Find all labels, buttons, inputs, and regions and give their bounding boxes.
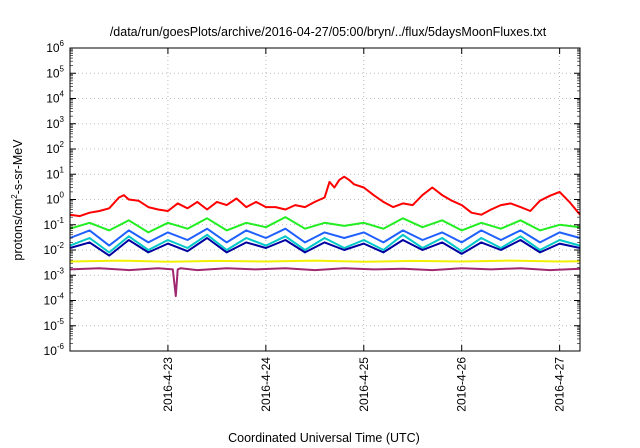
y-tick-label: 10-4	[44, 292, 65, 308]
y-tick-label-exp: 0	[60, 191, 65, 200]
axes	[69, 47, 581, 352]
y-tick-label-exp: 5	[60, 64, 65, 73]
x-tick-label: 2016-4-25	[357, 357, 371, 412]
y-tick-label-base: 10	[46, 117, 60, 131]
y-tick-label: 10-1	[44, 216, 65, 232]
y-tick-label-base: 10	[44, 268, 58, 282]
y-tick-label-base: 10	[46, 92, 60, 106]
x-axis-label: Coordinated Universal Time (UTC)	[228, 431, 420, 445]
y-tick-label: 102	[46, 140, 64, 156]
y-tick-label-exp: -4	[57, 292, 65, 301]
y-tick-label: 10-6	[44, 342, 65, 358]
y-tick-label: 10-3	[44, 266, 65, 282]
chart-title: /data/run/goesPlots/archive/2016-04-27/0…	[110, 25, 547, 39]
y-tick-label-exp: -6	[57, 342, 65, 351]
y-tick-label-base: 10	[46, 41, 60, 55]
y-tick-label-base: 10	[46, 167, 60, 181]
y-tick-label-exp: -3	[57, 266, 65, 275]
series-line-1	[69, 216, 581, 234]
y-axis-label-pre: protons/cm	[11, 199, 25, 261]
series-line-4	[69, 237, 581, 257]
y-tick-label: 104	[46, 90, 64, 106]
y-tick-label: 101	[46, 165, 64, 181]
series-line-6	[69, 267, 581, 298]
y-axis-label-sup: 2	[10, 194, 19, 199]
y-tick-label: 103	[46, 115, 64, 131]
y-tick-label: 105	[46, 64, 64, 80]
y-tick-label-exp: -1	[57, 216, 65, 225]
y-tick-labels: 10-610-510-410-310-210-11001011021031041…	[44, 39, 65, 358]
x-tick-label: 2016-4-23	[161, 357, 175, 412]
y-tick-label-exp: 4	[60, 90, 65, 99]
y-tick-label-exp: 3	[60, 115, 65, 124]
series-line-2	[69, 233, 581, 254]
y-tick-label-exp: 6	[60, 39, 65, 48]
y-axis-label: protons/cm2-s-sr-MeV	[10, 139, 25, 261]
series-line-5	[69, 259, 581, 263]
y-tick-label: 10-2	[44, 241, 65, 257]
y-tick-label-exp: -2	[57, 241, 65, 250]
y-tick-label-base: 10	[44, 344, 58, 358]
y-axis-label-post: -s-sr-MeV	[11, 139, 25, 195]
grid	[70, 47, 580, 352]
series-line-3	[69, 227, 581, 247]
y-tick-label-base: 10	[46, 193, 60, 207]
y-tick-label-base: 10	[44, 243, 58, 257]
y-tick-label-exp: 2	[60, 140, 65, 149]
y-tick-label-base: 10	[46, 142, 60, 156]
x-tick-label: 2016-4-24	[259, 357, 273, 412]
y-tick-label-exp: 1	[60, 165, 65, 174]
series-layer	[69, 175, 581, 298]
y-tick-label-base: 10	[44, 319, 58, 333]
x-tick-label: 2016-4-27	[553, 357, 567, 412]
y-tick-label-base: 10	[44, 294, 58, 308]
y-tick-label-exp: -5	[57, 317, 65, 326]
x-tick-label: 2016-4-26	[455, 357, 469, 412]
y-tick-label: 10-5	[44, 317, 65, 333]
series-line-0	[69, 175, 581, 218]
y-tick-label: 106	[46, 39, 64, 55]
y-tick-label: 100	[46, 191, 64, 207]
y-tick-label-base: 10	[46, 66, 60, 80]
x-tick-labels: 2016-4-23 2016-4-24 2016-4-25 2016-4-26 2016…	[161, 357, 567, 412]
y-tick-label-base: 10	[44, 218, 58, 232]
